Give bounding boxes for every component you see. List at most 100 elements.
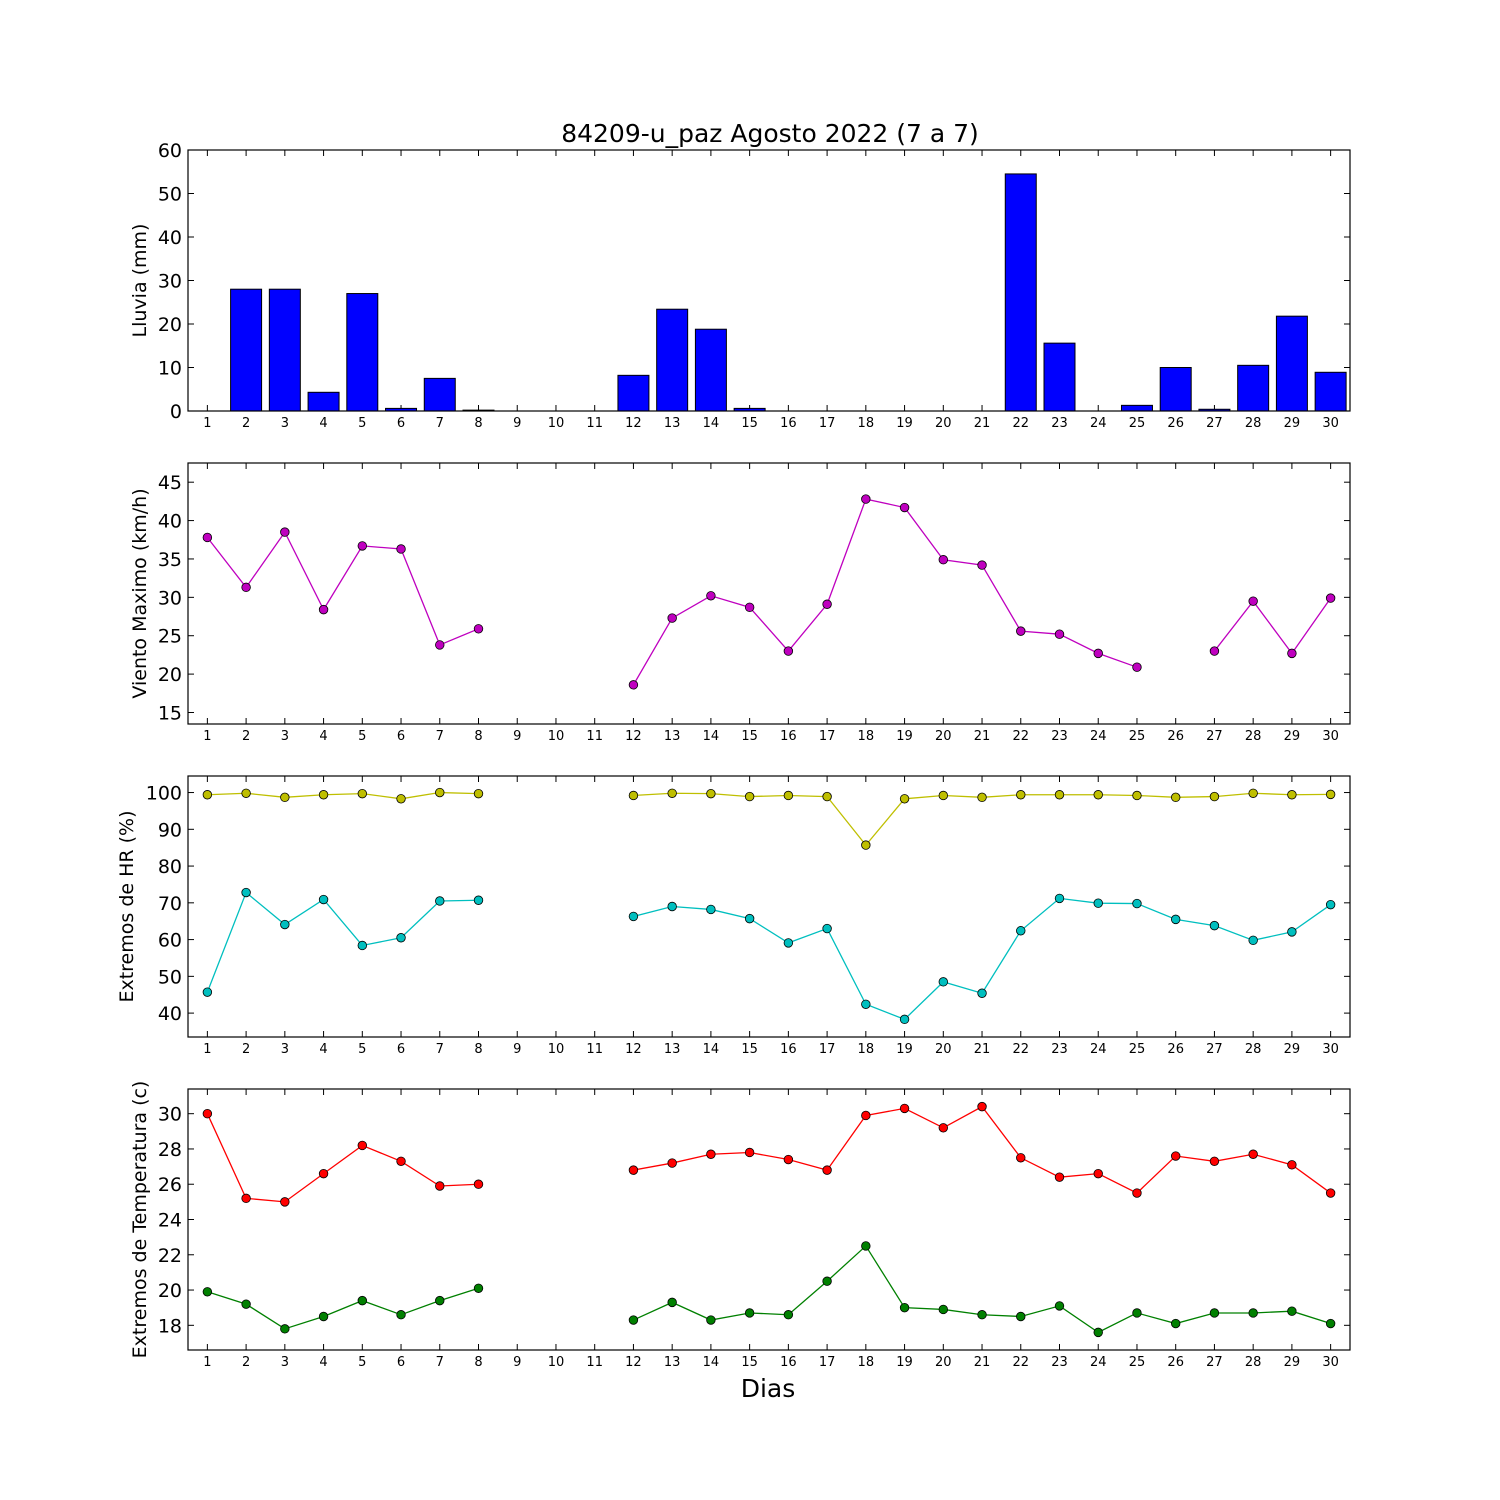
data-point [628,1315,639,1325]
xtick-label: 26 [1167,1355,1184,1370]
xtick-label: 5 [358,1355,366,1370]
data-point [706,591,716,601]
data-point [1132,662,1142,672]
xtick-label: 19 [896,1042,913,1057]
series-line [206,891,479,993]
xtick-label: 25 [1129,1042,1146,1057]
xtick-label: 1 [203,1355,211,1370]
data-point [202,1108,213,1119]
xtick-label: 26 [1167,1042,1184,1057]
xtick-label: 7 [436,1042,444,1057]
ytick-label: 20 [158,664,182,686]
ytick-label: 35 [158,549,182,571]
xtick-label: 6 [397,729,405,744]
xtick-label: 28 [1245,1355,1262,1370]
xtick-label: 12 [625,1355,642,1370]
xtick-label: 23 [1051,416,1068,431]
data-point [1093,1168,1103,1179]
data-point [667,901,677,912]
xtick-label: 29 [1284,416,1301,431]
xtick-label: 18 [858,1042,875,1057]
xtick-label: 2 [242,1355,250,1370]
xtick-label: 10 [548,1042,565,1057]
xtick-label: 11 [586,1042,603,1057]
data-point [1325,1188,1336,1198]
data-point [241,1193,251,1204]
bar [1120,404,1153,412]
data-point [706,1149,716,1159]
ytick-label: 100 [146,783,182,805]
xtick-label: 4 [319,1355,327,1370]
data-point [783,790,794,801]
data-point [861,1241,871,1251]
xtick-label: 17 [819,416,836,431]
data-point [1248,596,1258,606]
xtick-label: 25 [1129,416,1146,431]
bar [617,374,650,412]
data-point [977,560,987,570]
bar [307,391,340,412]
data-point [1248,935,1258,946]
series-line [632,498,1138,686]
data-point [1054,893,1065,904]
x-axis-label: Dias [741,1374,796,1403]
data-point [938,1304,949,1315]
data-point [396,1310,406,1320]
xtick-label: 5 [358,416,366,431]
data-point [822,923,832,934]
ytick-label: 40 [158,227,182,249]
xtick-label: 8 [474,416,482,431]
series-line [206,1113,479,1203]
xtick-label: 3 [281,416,289,431]
y-axis-label: Viento Maximo (km/h) [129,488,151,698]
data-point [318,1168,329,1179]
bar [346,293,379,412]
data-point [667,1297,677,1308]
xtick-label: 30 [1322,1355,1339,1370]
data-point [1325,789,1336,800]
xtick-label: 23 [1051,1355,1068,1370]
data-point [473,1283,484,1293]
ytick-label: 22 [158,1245,182,1267]
data-point [435,1181,445,1191]
data-point [783,646,794,656]
xtick-label: 13 [664,729,681,744]
xtick-label: 3 [281,1042,289,1057]
ytick-label: 10 [158,358,182,380]
data-point [977,1101,987,1112]
bar [1275,315,1308,412]
xtick-label: 27 [1206,1355,1223,1370]
data-point [1016,790,1026,800]
data-point [1248,1308,1258,1318]
data-point [628,790,639,801]
data-point [357,1295,368,1306]
data-point [357,940,368,951]
xtick-label: 19 [896,729,913,744]
data-point [241,788,251,798]
plot-frame [187,1088,1351,1351]
xtick-label: 30 [1322,416,1339,431]
ytick-label: 45 [158,472,182,494]
y-axis-label: Lluvia (mm) [129,224,151,338]
data-point [435,1295,445,1306]
xtick-label: 9 [513,416,521,431]
series-lluvia-0 [230,173,1347,412]
xtick-label: 28 [1245,729,1262,744]
data-point [1093,790,1103,800]
series-viento-0 [202,494,1336,690]
y-axis-label: Extremos de Temperatura (c) [129,1081,151,1359]
data-point [435,787,445,798]
bar [230,288,263,412]
series-hr-1 [202,887,1336,1025]
data-point [744,1308,755,1318]
data-point [1054,1301,1065,1311]
xtick-label: 17 [819,1355,836,1370]
series-line [1213,597,1332,655]
data-point [977,1310,987,1320]
data-point [280,919,290,930]
xtick-label: 24 [1090,416,1107,431]
xtick-label: 19 [896,416,913,431]
ytick-label: 18 [158,1315,182,1337]
